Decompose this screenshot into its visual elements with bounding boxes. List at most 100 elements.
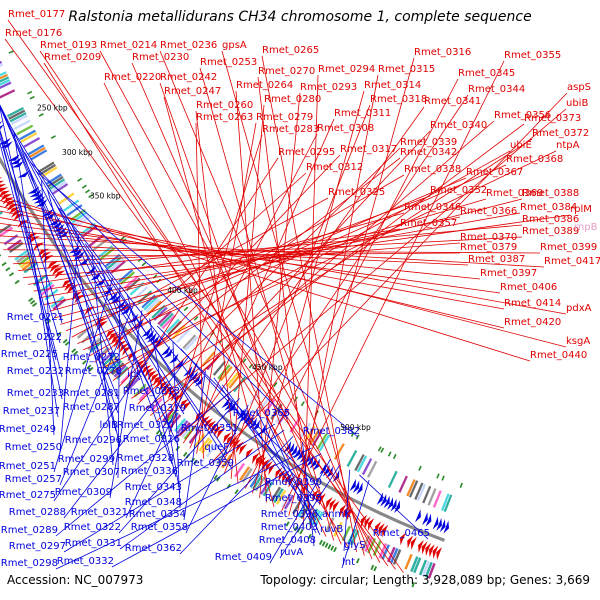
forward-gene-arrow [136,359,146,370]
reverse-gene-arrow [141,327,152,338]
reverse-gene-arrow [432,516,439,530]
summary-text: Topology: circular; Length: 3,928,089 bp… [260,573,590,587]
cog-feature-inner [299,422,311,440]
rna-feature-inner [387,451,392,457]
cog-feature-inner [80,222,96,236]
forward-gene-label: Rmet_0315 [378,64,435,75]
rna-feature-outer [14,279,20,285]
rna-feature-outer [88,366,94,372]
reverse-gene-leader-line [125,363,198,519]
cog-feature-outer [198,437,211,452]
forward-gene-label: Rmet_0312 [306,162,363,173]
cog-feature-inner [184,336,199,352]
reverse-gene-leader-line [117,286,121,479]
cog-feature-outer [367,537,376,554]
reverse-gene-leader-line [47,189,117,432]
reverse-gene-leader-line [41,180,55,436]
forward-gene-label: Rmet_0340 [430,120,487,131]
forward-gene-arrow [375,521,382,535]
cog-feature-inner [16,124,34,136]
cog-feature-outer [262,481,274,497]
cog-feature-inner [0,63,4,67]
forward-gene-label: Rmet_0388 [522,188,579,199]
reverse-gene-label: Rmet_0237 [3,406,60,417]
cog-feature-outer [127,377,140,391]
reverse-gene-label: Rmet_0336 [121,466,178,477]
forward-gene-label: Rmet_0379 [460,242,517,253]
forward-gene-label: Rmet_0317 [340,144,397,155]
rna-feature-outer [73,350,79,356]
reverse-gene-leader-line [279,464,341,559]
forward-gene-leader-line [83,164,507,351]
cog-feature-inner [270,403,283,420]
forward-gene-arrow [207,420,217,432]
cog-feature-inner [427,488,437,506]
forward-gene-label: Rmet_0372 [532,128,589,139]
cog-feature-inner [0,73,8,80]
reverse-gene-leader-line [341,479,370,569]
reverse-gene-leader-line [180,348,321,505]
forward-gene-arrow [285,473,293,486]
cog-feature-inner [406,479,416,497]
rna-feature-outer [216,476,221,482]
forward-gene-leader-line [244,78,459,489]
reverse-gene-arrow [319,462,327,475]
cog-feature-outer [176,420,189,435]
forward-gene-arrow [0,190,11,197]
reverse-gene-label: Rmet_0288 [9,507,66,518]
forward-gene-leader-line [257,76,312,529]
rna-feature-inner [183,306,189,312]
cog-feature-outer [350,529,360,546]
forward-gene-arrow [97,320,108,331]
reverse-gene-arrow [107,291,119,301]
reverse-gene-leader-line [343,469,351,552]
forward-gene-arrow [226,434,235,446]
reverse-gene-leader-line [118,398,240,534]
cog-feature-inner [219,365,233,382]
rna-feature-outer [71,348,77,353]
reverse-gene-arrow [415,509,421,523]
cog-feature-inner [0,60,3,64]
forward-gene-label: Rmet_0265 [262,45,319,56]
reverse-gene-arrow [7,154,20,162]
cog-feature-outer [0,211,3,215]
forward-gene-label: Rmet_0370 [460,232,517,243]
cog-feature-outer [387,546,396,563]
cog-feature-inner [182,334,197,350]
reverse-gene-arrow [436,517,442,531]
reverse-gene-label: Rmet_0319 [129,403,186,414]
forward-gene-label: Rmet_0214 [100,40,157,51]
reverse-gene-label: Rmet_0343 [125,482,182,493]
forward-gene-arrow [346,507,354,521]
reverse-gene-arrow [251,419,261,432]
forward-gene-label: Rmet_0316 [414,47,471,58]
reverse-gene-arrow [394,500,400,514]
forward-gene-leader-line [13,236,523,265]
reverse-gene-label: Rmet_0354 [129,509,186,520]
reverse-gene-label: ruvA [280,547,303,558]
reverse-gene-leader-line [63,423,276,553]
forward-gene-label: Rmet_0355 [504,50,561,61]
forward-gene-leader-line [195,110,239,484]
forward-gene-leader-line [303,74,319,525]
forward-gene-label: Rmet_0399 [540,242,597,253]
cog-feature-inner [151,304,166,319]
reverse-gene-label: Rmet_0362 [125,543,182,554]
reverse-gene-leader-line [59,207,237,435]
forward-gene-label: Rmet_0236 [160,40,217,51]
forward-gene-arrow [223,432,232,444]
cog-feature-inner [37,161,55,173]
rna-feature-outer [32,302,38,307]
cog-feature-outer [418,559,428,576]
reverse-gene-label: Rmet_0331 [65,538,122,549]
forward-gene-arrow [28,235,40,245]
cog-feature-inner [157,310,172,326]
reverse-gene-label: Rmet_0287 [63,402,120,413]
forward-gene-label: Rmet_0369 [486,188,543,199]
reverse-gene-leader-line [55,447,312,570]
cog-feature-inner [9,112,27,123]
reverse-gene-label: Rmet_0289 [1,525,58,536]
forward-gene-arrow [0,180,5,184]
rna-feature-outer [28,297,34,302]
cog-feature-inner [23,137,41,148]
